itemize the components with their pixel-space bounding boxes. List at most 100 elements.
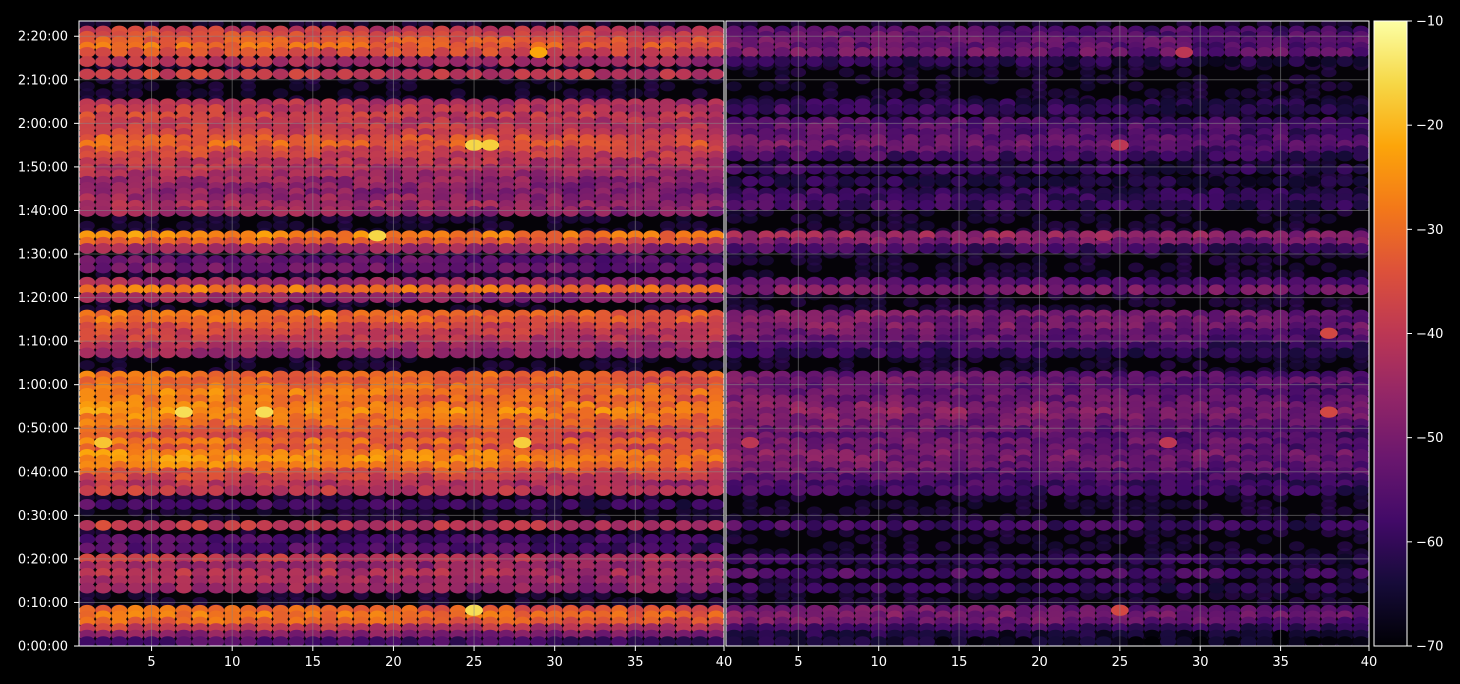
heat-cell — [337, 68, 354, 80]
heat-cell — [127, 68, 144, 80]
heat-cell — [514, 636, 531, 646]
heat-cell — [159, 56, 176, 67]
heat-cell — [401, 242, 418, 254]
heat-cell — [562, 533, 579, 545]
heat-cell — [320, 68, 337, 80]
heat-cell — [401, 56, 418, 67]
heat-cell — [127, 205, 144, 217]
heat-cell — [643, 636, 660, 646]
heat-cell — [256, 284, 273, 296]
heat-cell — [578, 567, 595, 579]
background-cell — [1176, 541, 1192, 552]
heat-cell — [530, 533, 547, 545]
heat-cell — [208, 46, 225, 58]
heat-cell — [675, 46, 692, 58]
heat-cell — [643, 519, 660, 531]
background-cell — [208, 88, 224, 99]
heat-cell — [272, 567, 289, 579]
heat-cell — [95, 519, 112, 531]
heat-cell — [320, 104, 337, 115]
heat-cell — [208, 104, 225, 115]
background-cell — [498, 220, 515, 231]
heat-cell — [79, 205, 96, 217]
background-cell — [903, 534, 919, 545]
heat-cell — [401, 255, 418, 266]
background-cell — [1256, 534, 1273, 545]
heat-cell — [240, 485, 257, 496]
heat-cell — [482, 68, 499, 80]
hotspot-cell — [174, 406, 193, 418]
heat-cell — [288, 276, 305, 288]
background-cell — [127, 220, 144, 231]
heat-cell — [79, 276, 96, 288]
background-cell — [482, 220, 498, 231]
heat-cell — [175, 542, 192, 554]
heat-cell — [530, 485, 547, 496]
heat-cell — [562, 56, 579, 67]
heat-cell — [256, 242, 273, 254]
background-cell — [127, 88, 144, 99]
heat-cell — [643, 485, 660, 496]
background-cell — [1144, 541, 1160, 552]
heat-cell — [659, 499, 676, 510]
heat-cell — [530, 56, 547, 67]
heat-cell — [337, 575, 354, 587]
heat-cell — [159, 276, 176, 288]
heat-cell — [127, 262, 144, 274]
heat-cell — [449, 276, 466, 288]
heat-cell — [498, 636, 515, 646]
heat-cell — [498, 104, 515, 115]
heat-cell — [111, 276, 128, 288]
background-cell — [111, 213, 128, 224]
heat-cell — [530, 575, 547, 587]
heat-cell — [272, 255, 289, 266]
heat-cell — [111, 255, 128, 266]
heat-cell — [79, 575, 96, 587]
heat-cell — [191, 284, 208, 296]
heat-cell — [498, 519, 515, 531]
heat-cell — [127, 56, 144, 67]
background-cell — [240, 88, 257, 99]
background-cell — [999, 534, 1016, 545]
heat-cell — [707, 519, 724, 531]
heat-cell — [482, 262, 499, 274]
heat-cell — [482, 276, 499, 288]
background-cell — [401, 220, 418, 231]
heat-cell — [256, 542, 273, 554]
heat-cell — [659, 56, 676, 67]
heat-cell — [401, 533, 418, 545]
heat-cell — [433, 46, 450, 58]
heat-cell — [401, 104, 418, 115]
heat-cell — [675, 499, 692, 510]
heat-cell — [95, 485, 112, 496]
heat-cell — [79, 582, 96, 594]
heat-cell — [433, 68, 450, 80]
heat-cell — [498, 485, 515, 496]
heat-cell — [482, 255, 499, 266]
heat-cell — [79, 46, 96, 58]
heat-cell — [611, 262, 628, 274]
heat-cell — [449, 519, 466, 531]
heat-cell — [401, 68, 418, 80]
heat-cell — [191, 255, 208, 266]
heat-cell — [498, 56, 515, 67]
heat-cell — [691, 636, 708, 646]
heat-cell — [611, 242, 628, 254]
heat-cell — [675, 262, 692, 274]
heat-cell — [95, 542, 112, 554]
heat-cell — [208, 567, 225, 579]
heat-cell — [643, 104, 660, 115]
heat-cell — [482, 242, 499, 254]
background-cell — [288, 81, 305, 92]
heat-cell — [111, 485, 128, 496]
heat-cell — [691, 68, 708, 80]
heat-cell — [498, 46, 515, 58]
heat-cell — [111, 567, 128, 579]
heat-cell — [530, 636, 547, 646]
heat-cell — [95, 347, 112, 359]
heat-cell — [562, 255, 579, 266]
heat-cell — [562, 582, 579, 594]
heat-cell — [433, 533, 450, 545]
heat-cell — [659, 575, 676, 587]
